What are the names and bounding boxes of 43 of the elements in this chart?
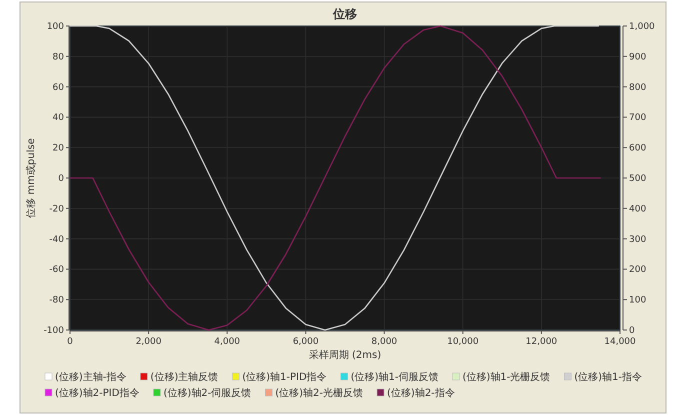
legend-label: (位移)轴1-PID指令 [242, 371, 327, 383]
x-axis-title: 采样周期 (2ms) [308, 349, 382, 361]
x-tick-label: 6,000 [292, 337, 319, 347]
y2-tick-label: 600 [629, 144, 646, 154]
legend-label: (位移)轴1-光栅反馈 [462, 371, 550, 383]
y2-tick-label: 200 [629, 265, 646, 276]
legend-label: (位移)轴2-PID指令 [55, 387, 140, 399]
y2-tick-label: 0 [629, 326, 635, 336]
y-tick-label: -60 [49, 265, 64, 276]
x-tick-label: 8,000 [371, 337, 398, 347]
x-tick-label: 2,000 [136, 337, 162, 347]
y-tick-label: -80 [49, 296, 64, 306]
chart-title: 位移 [332, 7, 357, 21]
y2-tick-label: 900 [629, 52, 646, 62]
legend-label: (位移)轴1-指令 [574, 371, 642, 383]
y-tick-label: -20 [49, 204, 64, 214]
y2-tick-label: 800 [629, 82, 646, 93]
x-tick-label: 14,000 [604, 337, 636, 347]
legend-label: (位移)主轴反馈 [150, 371, 218, 383]
x-tick-label: 12,000 [526, 337, 558, 347]
x-tick-label: 10,000 [447, 337, 479, 347]
legend-label: (位移)轴1-伺服反馈 [350, 371, 438, 383]
y-tick-label: -100 [44, 326, 64, 336]
y-tick-label: 0 [58, 174, 64, 184]
y2-tick-label: 700 [629, 113, 646, 124]
y-tick-label: 100 [46, 22, 64, 32]
y-axis-title: 位移 mm或pulse [25, 138, 37, 218]
legend-label: (位移)主轴-指令 [55, 371, 126, 383]
y-tick-label: 80 [52, 52, 64, 62]
y2-tick-label: 1,000 [629, 22, 656, 32]
legend-label: (位移)轴2-指令 [387, 387, 455, 399]
y-tick-label: 20 [52, 144, 64, 154]
y-tick-label: 60 [52, 82, 64, 93]
x-tick-label: 4,000 [214, 337, 240, 347]
legend-label: (位移)轴2-光栅反馈 [275, 387, 364, 399]
x-tick-label: 0 [67, 337, 74, 347]
y-tick-label: -40 [49, 234, 64, 245]
y2-tick-label: 100 [629, 296, 646, 306]
y-tick-label: 40 [52, 113, 64, 124]
y2-tick-label: 300 [629, 234, 646, 245]
legend-label: (位移)轴2-伺服反馈 [163, 387, 252, 399]
y2-tick-label: 500 [629, 174, 646, 184]
y2-tick-label: 400 [629, 204, 646, 214]
